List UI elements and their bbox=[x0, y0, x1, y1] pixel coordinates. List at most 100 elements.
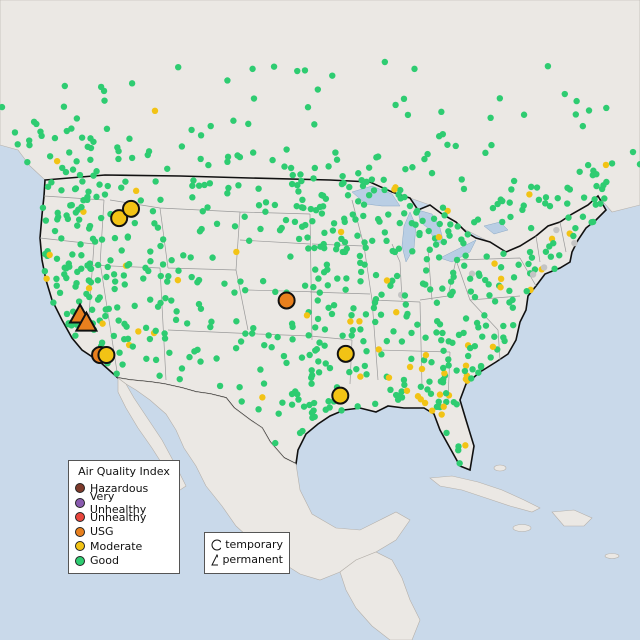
monitor-good bbox=[360, 201, 368, 208]
monitor-good bbox=[461, 262, 468, 269]
monitor-good bbox=[89, 235, 97, 242]
monitor-good bbox=[526, 191, 533, 198]
large-marker-moderate-circle[interactable] bbox=[336, 344, 355, 363]
monitor-good bbox=[390, 328, 397, 335]
monitor-good bbox=[354, 403, 361, 410]
monitor-good bbox=[352, 216, 359, 223]
monitor-good bbox=[419, 217, 426, 225]
legend-swatch bbox=[75, 483, 85, 494]
monitor-good bbox=[565, 214, 572, 221]
monitor-good bbox=[339, 172, 346, 180]
monitor-good bbox=[175, 63, 182, 71]
monitor-good bbox=[330, 301, 338, 309]
monitor-good bbox=[140, 275, 147, 282]
monitor-good bbox=[50, 299, 57, 306]
type-item-permanent: permanent bbox=[211, 552, 283, 567]
monitor-good bbox=[233, 318, 240, 325]
monitor-good bbox=[602, 161, 610, 169]
monitor-good bbox=[325, 163, 332, 170]
monitor-good bbox=[359, 182, 367, 190]
monitor-good bbox=[409, 248, 416, 255]
monitor-good bbox=[454, 223, 461, 230]
monitor-no-data bbox=[540, 264, 548, 271]
monitor-good bbox=[118, 247, 125, 254]
monitor-good bbox=[142, 324, 150, 332]
monitor-good bbox=[329, 72, 336, 79]
monitor-good bbox=[120, 272, 128, 279]
monitor-good bbox=[204, 204, 211, 211]
monitor-good bbox=[238, 398, 245, 405]
monitor-good bbox=[338, 235, 345, 243]
monitor-good bbox=[499, 218, 506, 226]
monitor-no-data bbox=[529, 271, 537, 278]
monitor-good bbox=[115, 155, 122, 163]
monitor-good bbox=[308, 374, 315, 381]
monitor-good bbox=[525, 260, 532, 268]
jamaica-land bbox=[512, 524, 532, 532]
monitor-good bbox=[387, 386, 394, 394]
circle-icon bbox=[211, 539, 222, 550]
large-marker-moderate-circle[interactable] bbox=[97, 346, 116, 364]
monitor-good bbox=[241, 286, 249, 294]
monitor-good bbox=[439, 204, 447, 211]
monitor-good bbox=[326, 364, 334, 372]
monitor-good bbox=[526, 248, 534, 256]
monitor-good bbox=[147, 248, 154, 255]
monitor-good bbox=[468, 375, 475, 382]
monitor-good bbox=[77, 241, 84, 248]
monitor-good bbox=[442, 390, 450, 397]
monitor-good bbox=[78, 265, 85, 272]
monitor-good bbox=[44, 183, 52, 190]
hispaniola-land bbox=[551, 509, 593, 527]
monitor-good bbox=[372, 318, 379, 326]
monitor-good bbox=[310, 283, 317, 291]
monitor-good bbox=[482, 322, 490, 329]
monitor-good bbox=[59, 164, 66, 172]
monitor-good bbox=[166, 349, 173, 356]
large-marker-moderate-circle[interactable] bbox=[110, 209, 129, 228]
monitor-good bbox=[216, 382, 224, 390]
large-marker-usg-triangle[interactable] bbox=[74, 310, 99, 332]
monitor-good bbox=[455, 331, 463, 339]
monitor-good bbox=[173, 308, 180, 315]
monitor-good bbox=[389, 247, 396, 255]
monitor-good bbox=[85, 188, 92, 195]
monitor-good bbox=[629, 148, 637, 156]
monitor-good bbox=[332, 149, 339, 156]
monitor-good bbox=[440, 364, 447, 372]
monitor-good bbox=[315, 275, 322, 282]
monitor-good bbox=[72, 209, 80, 216]
monitor-good bbox=[279, 399, 286, 406]
monitor-good bbox=[440, 347, 447, 354]
monitor-good bbox=[311, 164, 319, 172]
large-marker-moderate-circle[interactable] bbox=[122, 199, 140, 218]
monitor-good bbox=[321, 229, 328, 237]
monitor-good bbox=[125, 260, 133, 268]
monitor-good bbox=[576, 168, 583, 175]
monitor-good bbox=[250, 324, 257, 332]
monitor-good bbox=[83, 290, 90, 298]
monitor-good bbox=[178, 143, 186, 150]
monitor-moderate bbox=[99, 320, 106, 327]
monitor-good bbox=[316, 289, 323, 296]
monitor-good bbox=[566, 186, 574, 193]
monitor-good bbox=[346, 183, 353, 191]
large-marker-usg-circle[interactable] bbox=[277, 291, 296, 310]
monitor-good bbox=[104, 182, 111, 190]
monitor-good bbox=[194, 279, 201, 286]
monitor-good bbox=[74, 222, 81, 229]
large-marker-moderate-circle[interactable] bbox=[331, 386, 350, 405]
monitor-good bbox=[315, 369, 323, 376]
monitor-good bbox=[603, 104, 610, 112]
monitor-good bbox=[509, 304, 517, 311]
monitor-good bbox=[426, 246, 433, 253]
monitor-good bbox=[424, 150, 431, 158]
monitor-good bbox=[73, 115, 81, 122]
monitor-good bbox=[515, 261, 522, 268]
monitor-good bbox=[69, 166, 77, 173]
monitor-good bbox=[334, 275, 341, 282]
monitor-good bbox=[78, 203, 85, 211]
monitor-good bbox=[507, 213, 514, 221]
monitor-moderate bbox=[233, 248, 240, 256]
monitor-good bbox=[378, 351, 385, 358]
